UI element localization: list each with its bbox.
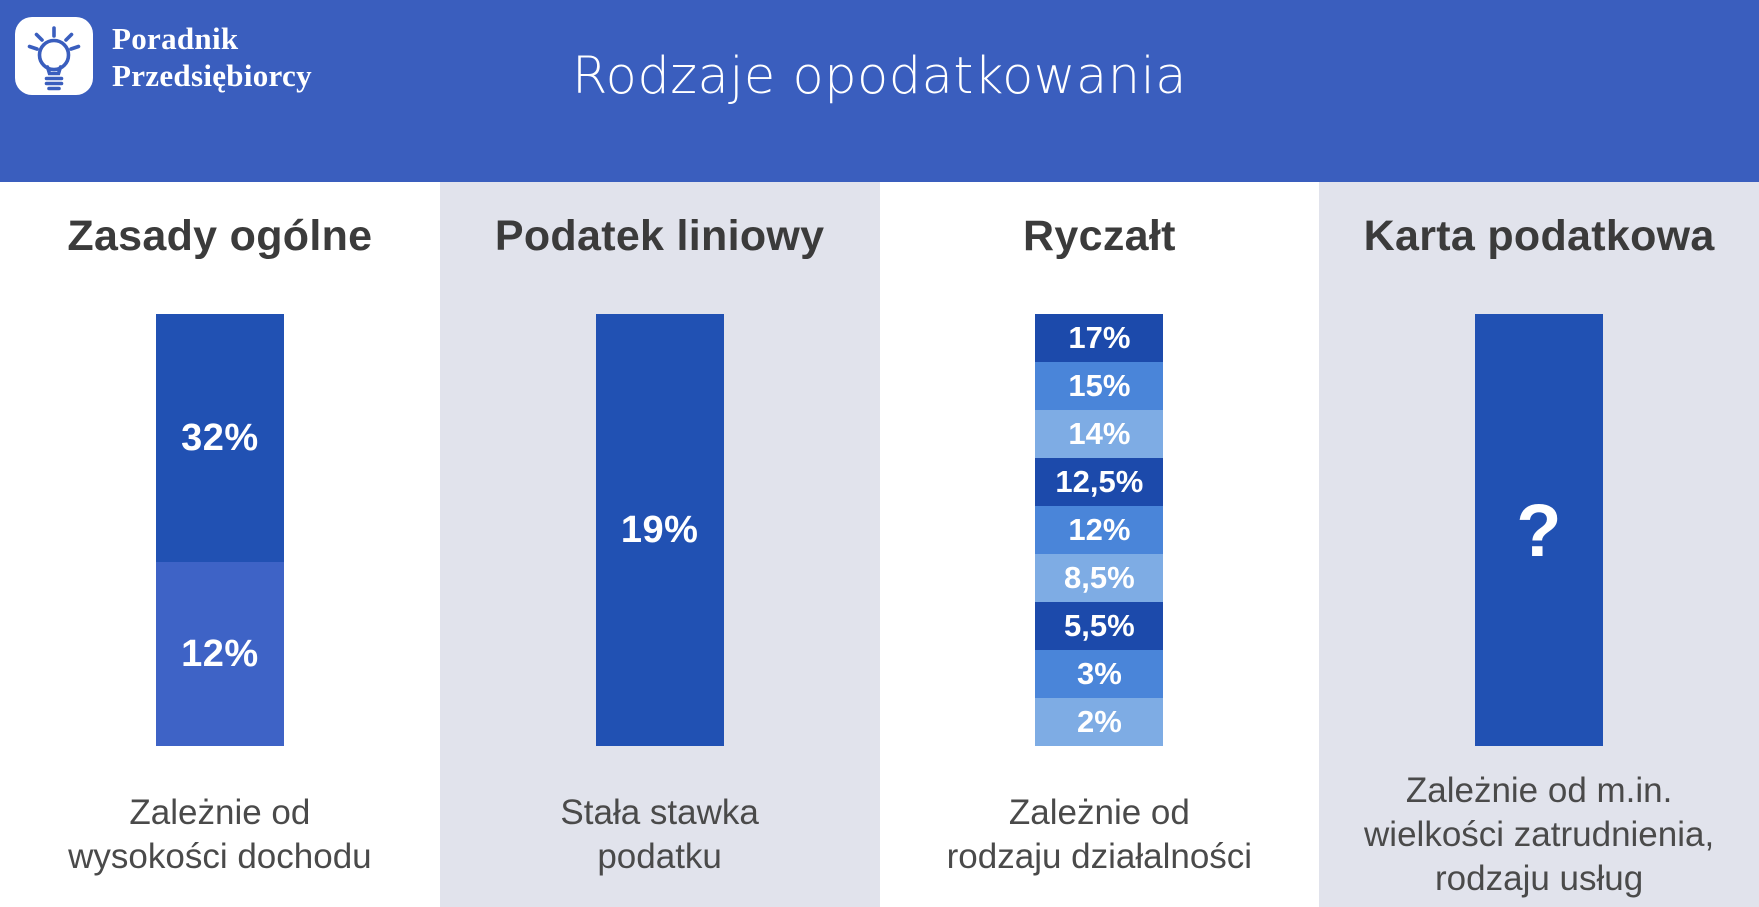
bar-karta-podatkowa: ? bbox=[1475, 314, 1604, 746]
bar-ryczalt: 17% 15% 14% 12,5% 12% 8,5% 5,5% 3% 2% bbox=[1035, 314, 1164, 746]
bar-segment: 3% bbox=[1035, 650, 1164, 698]
caption-line: Stała stawka bbox=[560, 793, 759, 832]
bar-segment-label: 14% bbox=[1068, 416, 1131, 451]
caption-line: rodzaju usług bbox=[1435, 859, 1644, 898]
caption-line: Zależnie od m.in. bbox=[1405, 771, 1673, 810]
column-heading: Podatek liniowy bbox=[494, 212, 825, 260]
logo-text-line2: Przedsiębiorcy bbox=[112, 58, 312, 93]
bar-segment: 15% bbox=[1035, 362, 1164, 410]
caption-line: Zależnie od bbox=[1008, 793, 1190, 832]
caption-line: wysokości dochodu bbox=[68, 837, 372, 876]
columns-container: Zasady ogólne 32% 12% Zależnie od wysokoś… bbox=[0, 182, 1759, 907]
column-podatek-liniowy: Podatek liniowy 19% Stała stawka podatku bbox=[439, 182, 880, 907]
column-heading: Zasady ogólne bbox=[67, 212, 373, 260]
caption-line: wielkości zatrudnienia, bbox=[1364, 815, 1715, 854]
column-caption: Stała stawka podatku bbox=[440, 770, 880, 900]
bar-segment: 2% bbox=[1035, 698, 1164, 746]
bar-segment-label: ? bbox=[1516, 488, 1562, 572]
bar-segment: 8,5% bbox=[1035, 554, 1164, 602]
column-caption: Zależnie od m.in. wielkości zatrudnienia… bbox=[1319, 770, 1759, 900]
column-karta-podatkowa: Karta podatkowa ? Zależnie od m.in. wiel… bbox=[1319, 182, 1759, 907]
caption-line: podatku bbox=[597, 837, 722, 876]
bar-zasady-ogolne: 32% 12% bbox=[155, 314, 284, 746]
column-caption: Zależnie od rodzaju działalności bbox=[880, 770, 1320, 900]
bar-segment: 14% bbox=[1035, 410, 1164, 458]
bar-podatek-liniowy: 19% bbox=[595, 314, 724, 746]
lightbulb-icon bbox=[15, 15, 93, 98]
bar-segment: 12% bbox=[155, 562, 284, 746]
column-heading: Ryczałt bbox=[1023, 212, 1176, 260]
column-heading: Karta podatkowa bbox=[1363, 212, 1715, 260]
bar-segment-label: 12% bbox=[1068, 512, 1131, 547]
bar-segment-label: 32% bbox=[181, 416, 259, 459]
column-ryczalt: Ryczałt 17% 15% 14% 12,5% 12% 8,5% 5,5% 3% 2% Za… bbox=[879, 182, 1320, 907]
bar-segment-label: 2% bbox=[1076, 704, 1122, 739]
column-caption: Zależnie od wysokości dochodu bbox=[0, 770, 440, 900]
header-banner: Poradnik Przedsiębiorcy Rodzaje opodatko… bbox=[0, 0, 1759, 182]
logo bbox=[15, 17, 93, 95]
bar-segment-label: 17% bbox=[1068, 320, 1131, 355]
page-title: Rodzaje opodatkowania bbox=[571, 47, 1188, 106]
bar-segment-label: 12,5% bbox=[1055, 464, 1144, 499]
bar-segment-label: 12% bbox=[181, 632, 259, 675]
logo-text-line1: Poradnik bbox=[112, 21, 239, 56]
caption-line: rodzaju działalności bbox=[946, 837, 1253, 876]
bar-segment: 12% bbox=[1035, 506, 1164, 554]
caption-line: Zależnie od bbox=[129, 793, 311, 832]
bar-segment: 19% bbox=[595, 314, 724, 746]
bar-segment: 32% bbox=[155, 314, 284, 562]
bar-segment: 12,5% bbox=[1035, 458, 1164, 506]
bar-segment-label: 19% bbox=[620, 508, 699, 551]
bar-segment-label: 15% bbox=[1068, 368, 1131, 403]
bar-segment-label: 3% bbox=[1076, 656, 1122, 691]
bar-segment-label: 8,5% bbox=[1064, 560, 1135, 595]
bar-segment: 5,5% bbox=[1035, 602, 1164, 650]
logo-text: Poradnik Przedsiębiorcy bbox=[112, 20, 312, 94]
bar-segment: 17% bbox=[1035, 314, 1164, 362]
column-zasady-ogolne: Zasady ogólne 32% 12% Zależnie od wysokoś… bbox=[0, 182, 440, 907]
bar-segment: ? bbox=[1475, 314, 1604, 746]
bar-segment-label: 5,5% bbox=[1064, 608, 1135, 643]
